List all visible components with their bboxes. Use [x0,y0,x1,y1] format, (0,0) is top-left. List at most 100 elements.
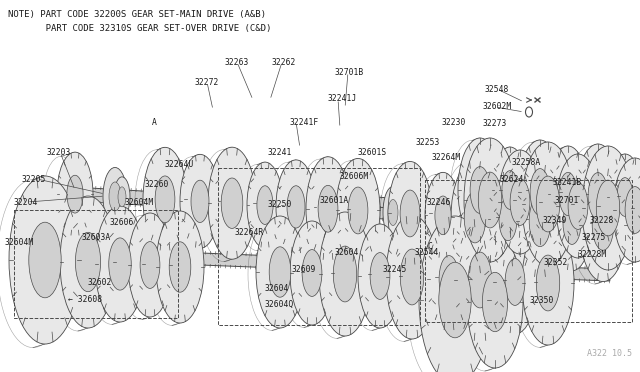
Ellipse shape [464,138,516,262]
Ellipse shape [388,199,398,225]
Ellipse shape [386,215,438,339]
Ellipse shape [400,249,424,305]
Text: 32350: 32350 [530,296,554,305]
Ellipse shape [559,172,577,216]
Text: 32544: 32544 [415,248,440,257]
Ellipse shape [556,154,600,258]
Text: NOTE) PART CODE 32200S GEAR SET-MAIN DRIVE (A&B): NOTE) PART CODE 32200S GEAR SET-MAIN DRI… [8,10,266,19]
Ellipse shape [548,146,588,242]
Ellipse shape [247,162,283,248]
Text: 32263: 32263 [225,58,250,67]
Text: 32241J: 32241J [328,94,357,103]
Text: 32253: 32253 [416,138,440,147]
Text: 32349: 32349 [543,216,568,225]
Ellipse shape [439,256,459,302]
Ellipse shape [502,171,518,209]
Ellipse shape [483,272,508,332]
Ellipse shape [625,187,640,233]
Text: 32272: 32272 [195,78,220,87]
Ellipse shape [358,224,402,328]
Text: 32230: 32230 [442,118,467,127]
Text: 32203: 32203 [47,148,72,157]
Ellipse shape [510,179,530,225]
Ellipse shape [498,150,542,254]
Ellipse shape [9,176,81,344]
Ellipse shape [57,152,93,236]
Text: 32604: 32604 [335,248,360,257]
Text: 32609: 32609 [292,265,316,274]
Ellipse shape [287,186,305,228]
Ellipse shape [536,255,560,311]
Text: 32258A: 32258A [512,158,541,167]
Ellipse shape [470,167,490,214]
Text: 32246: 32246 [427,198,451,207]
Text: 32264M: 32264M [432,153,461,162]
Text: 32241F: 32241F [290,118,319,127]
Ellipse shape [143,147,187,251]
Ellipse shape [109,182,121,211]
Text: 32602: 32602 [88,278,113,287]
Ellipse shape [505,259,525,305]
Ellipse shape [468,252,492,308]
Text: 32241B: 32241B [553,178,582,187]
Ellipse shape [348,187,368,234]
Ellipse shape [419,216,491,372]
Ellipse shape [596,180,620,236]
Ellipse shape [518,140,562,244]
Ellipse shape [467,236,523,368]
Text: PART CODE 32310S GEAR SET-OVER DRIVE (C&D): PART CODE 32310S GEAR SET-OVER DRIVE (C&… [8,24,271,33]
Ellipse shape [95,206,145,322]
Text: 32228M: 32228M [578,250,607,259]
Ellipse shape [522,142,574,266]
Text: 32604: 32604 [265,284,289,293]
Ellipse shape [488,171,528,267]
Ellipse shape [529,195,551,247]
Text: 32548: 32548 [485,85,509,94]
Ellipse shape [290,221,334,325]
Ellipse shape [318,185,338,232]
Ellipse shape [435,196,451,235]
Ellipse shape [427,227,471,331]
Text: C: C [428,242,433,251]
Ellipse shape [451,160,499,274]
Ellipse shape [563,201,581,244]
Ellipse shape [493,230,537,334]
Ellipse shape [269,247,291,297]
Ellipse shape [530,169,550,215]
Text: 32602M: 32602M [483,102,512,111]
Ellipse shape [439,262,471,338]
Text: 32241: 32241 [268,148,292,157]
Polygon shape [175,252,610,281]
Ellipse shape [103,167,127,225]
Ellipse shape [492,147,528,233]
Ellipse shape [29,222,61,298]
Text: 32606M: 32606M [340,172,369,181]
Text: 32264R: 32264R [235,228,264,237]
Ellipse shape [208,147,256,259]
Text: 32604M: 32604M [5,238,35,247]
Ellipse shape [499,198,517,241]
Ellipse shape [109,238,131,290]
Text: 32604Q: 32604Q [265,300,294,309]
Text: 32260: 32260 [145,180,170,189]
Text: 32624: 32624 [500,175,524,184]
Ellipse shape [607,154,640,240]
Ellipse shape [522,221,574,345]
Ellipse shape [333,246,356,302]
Text: 32228: 32228 [590,216,614,225]
Ellipse shape [156,211,204,323]
Text: 32604M: 32604M [125,198,154,207]
Ellipse shape [276,160,316,254]
Ellipse shape [617,178,633,217]
Ellipse shape [256,216,304,328]
Text: 32352: 32352 [544,258,568,267]
Ellipse shape [388,161,432,266]
Ellipse shape [128,213,172,317]
Ellipse shape [400,190,420,237]
Ellipse shape [169,242,191,292]
Ellipse shape [536,176,560,232]
Ellipse shape [60,196,116,328]
Text: 32250: 32250 [268,200,292,209]
Ellipse shape [221,178,243,228]
Text: 32245: 32245 [383,265,408,274]
